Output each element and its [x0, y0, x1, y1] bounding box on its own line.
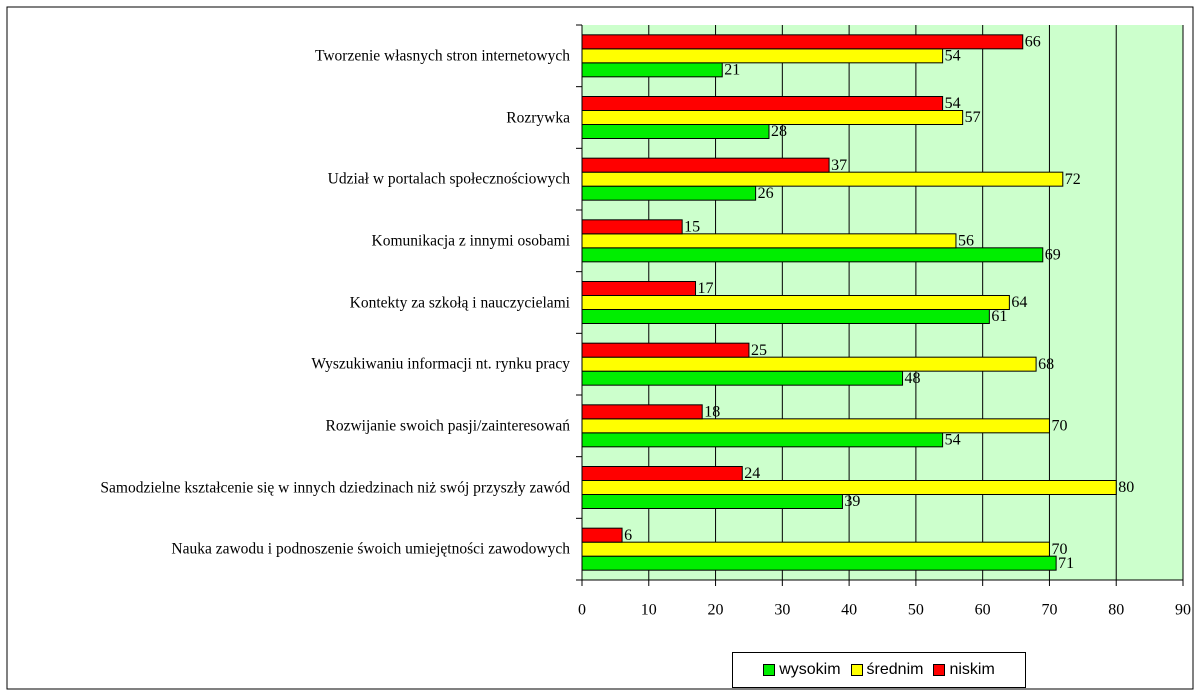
- legend-swatch: [850, 664, 863, 676]
- data-label: 64: [1011, 294, 1027, 311]
- data-label: 70: [1051, 418, 1067, 435]
- data-label: 37: [831, 157, 847, 174]
- legend-item: niskim: [933, 661, 995, 679]
- chart-border: [6, 6, 1194, 690]
- data-label: 68: [1038, 356, 1054, 373]
- category-label: Udział w portalach społecznościowych: [327, 170, 570, 188]
- data-label: 15: [684, 219, 700, 236]
- x-tick-label: 60: [975, 602, 991, 619]
- x-tick-label: 80: [1108, 602, 1124, 619]
- data-label: 21: [724, 62, 740, 79]
- legend-item: średnim: [850, 661, 924, 679]
- data-label: 56: [958, 233, 974, 250]
- data-label: 48: [905, 370, 921, 387]
- x-tick-label: 20: [708, 602, 724, 619]
- data-label: 26: [758, 185, 774, 202]
- bar: [581, 219, 683, 235]
- data-label: 17: [698, 280, 714, 297]
- bar: [581, 171, 1064, 187]
- bar: [581, 432, 944, 448]
- data-label: 66: [1025, 34, 1041, 51]
- x-tick-label: 0: [578, 602, 586, 619]
- data-label: 61: [991, 308, 1007, 325]
- data-label: 18: [704, 404, 720, 421]
- bar: [581, 110, 964, 125]
- bar: [581, 466, 743, 481]
- legend-swatch: [933, 664, 946, 676]
- legend-label: wysokim: [779, 661, 841, 678]
- bar: [581, 541, 1050, 557]
- bar: [581, 281, 697, 296]
- legend-label: niskim: [949, 661, 995, 678]
- category-label: Rozrywka: [506, 109, 570, 126]
- data-label: 54: [945, 432, 961, 449]
- bar: [581, 295, 1010, 310]
- data-label: 39: [844, 493, 860, 510]
- bar: [581, 480, 1117, 495]
- data-label: 69: [1045, 247, 1061, 264]
- data-label: 80: [1118, 479, 1134, 496]
- bar: [581, 356, 1037, 372]
- data-label: 57: [965, 109, 981, 126]
- bar: [581, 370, 904, 386]
- data-label: 54: [945, 95, 961, 112]
- bar: [581, 309, 990, 324]
- bar: [581, 34, 1024, 50]
- data-label: 54: [945, 48, 961, 65]
- data-label: 72: [1065, 171, 1081, 188]
- data-label: 24: [744, 465, 760, 482]
- bar: [581, 418, 1050, 434]
- category-label: Rozwijanie swoich pasji/zainteresowań: [325, 417, 570, 435]
- bar: [581, 233, 957, 249]
- data-label: 6: [624, 527, 632, 544]
- bar: [581, 48, 944, 64]
- bar: [581, 342, 750, 358]
- data-label: 25: [751, 342, 767, 359]
- data-label: 71: [1058, 555, 1074, 572]
- x-tick-label: 50: [908, 602, 924, 619]
- bar: [581, 404, 703, 420]
- category-label: Tworzenie własnych stron internetowych: [314, 47, 570, 65]
- category-label: Kontekty za szkołą i nauczycielami: [349, 294, 570, 311]
- x-tick-label: 10: [641, 602, 657, 619]
- x-tick-label: 90: [1175, 602, 1191, 619]
- bar: [581, 555, 1057, 571]
- bar: [581, 62, 723, 78]
- category-label: Samodzielne kształcenie się w innych dzi…: [100, 479, 570, 496]
- bar: [581, 157, 830, 173]
- x-tick-label: 70: [1041, 602, 1057, 619]
- legend-label: średnim: [866, 661, 924, 678]
- legend-item: wysokim: [763, 661, 841, 679]
- category-label: Wyszukiwaniu informacji nt. rynku pracy: [311, 355, 570, 373]
- x-tick-label: 30: [774, 602, 790, 619]
- data-label: 70: [1051, 541, 1067, 558]
- bar: [581, 185, 757, 201]
- x-tick-label: 40: [841, 602, 857, 619]
- bar: [581, 527, 623, 543]
- category-label: Komunikacja z innymi osobami: [371, 232, 570, 250]
- bar: [581, 494, 843, 509]
- category-label: Nauka zawodu i podnoszenie śwoich umieję…: [171, 540, 570, 558]
- legend-swatch: [763, 664, 776, 676]
- legend: wysokim średnim niskim: [732, 652, 1026, 688]
- bar: [581, 124, 770, 139]
- data-label: 28: [771, 123, 787, 140]
- bar: [581, 247, 1044, 263]
- bar: [581, 96, 944, 111]
